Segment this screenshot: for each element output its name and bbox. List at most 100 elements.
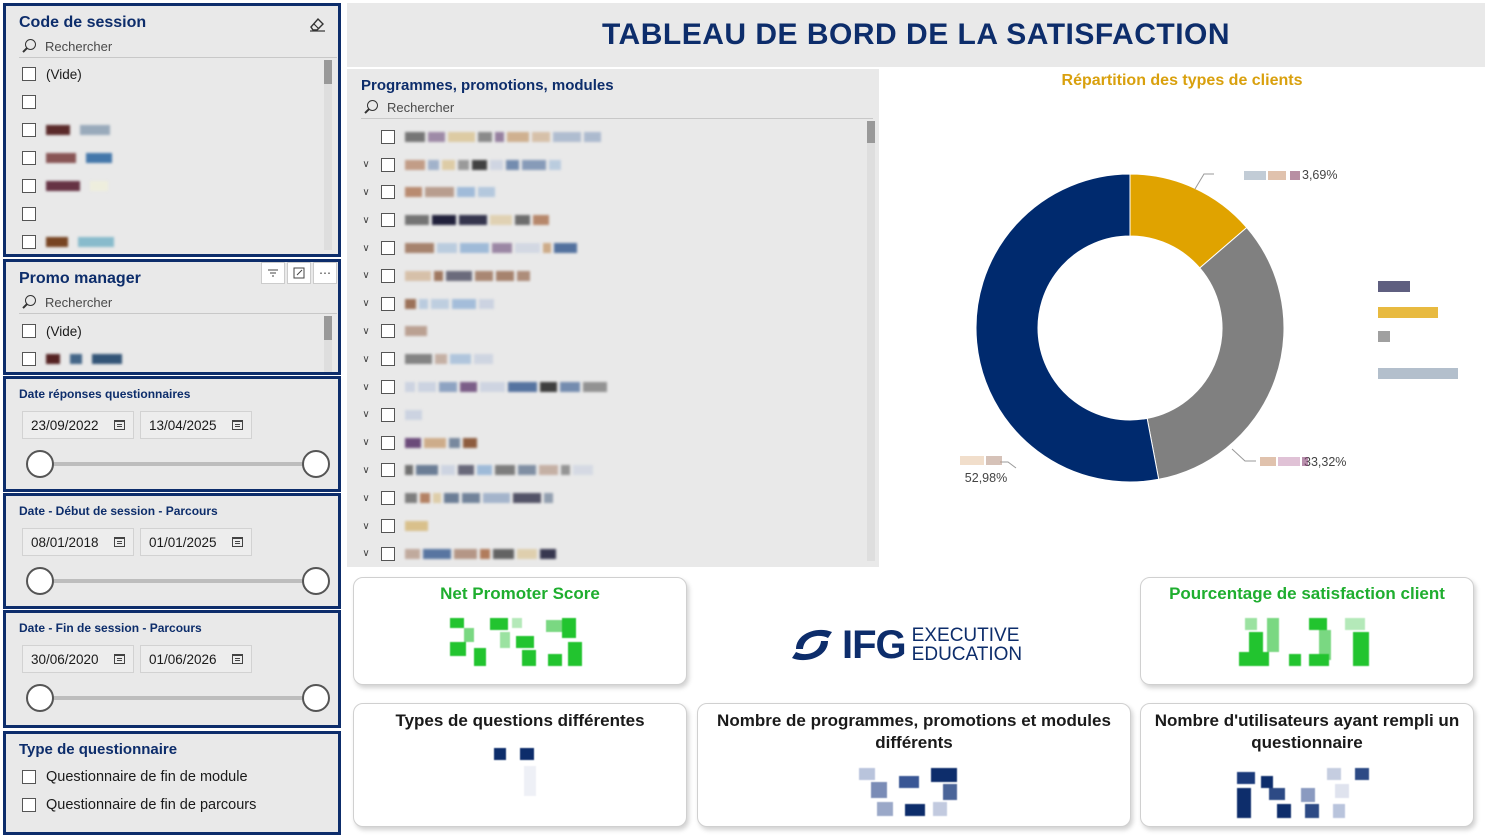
chevron-down-icon[interactable]: ∨ [362,298,370,310]
filter-icon[interactable] [261,262,285,284]
list-item[interactable]: ∨ [361,179,873,207]
list-item[interactable]: ∨ [361,429,873,457]
chevron-down-icon[interactable]: ∨ [362,520,370,532]
list-item[interactable]: ∨ [361,234,873,262]
focus-mode-icon[interactable] [287,262,311,284]
start-date-input[interactable]: 08/01/2018 [22,528,134,556]
list-item[interactable]: (Vide) [22,317,322,345]
chevron-down-icon[interactable]: ∨ [362,437,370,449]
checkbox[interactable] [381,157,395,172]
checkbox[interactable] [381,241,395,256]
checkbox[interactable] [22,770,36,784]
slider-handle-start[interactable] [26,684,54,712]
list-item[interactable] [22,88,322,116]
chevron-down-icon[interactable]: ∨ [362,464,370,476]
scrollbar[interactable] [324,316,332,372]
checkbox[interactable] [381,435,395,450]
calendar-icon[interactable] [232,420,243,430]
chevron-down-icon[interactable]: ∨ [362,381,370,393]
list-item[interactable]: ∨ [361,345,873,373]
list-item[interactable]: Questionnaire de fin de parcours [22,791,256,819]
checkbox[interactable] [381,296,395,311]
slider-handle-end[interactable] [302,450,330,478]
end-date-input[interactable]: 01/01/2025 [140,528,252,556]
calendar-icon[interactable] [114,654,125,664]
scrollbar[interactable] [867,121,875,561]
list-item[interactable] [22,228,322,256]
chevron-down-icon[interactable]: ∨ [362,242,370,254]
more-options-icon[interactable]: ⋯ [313,262,337,284]
list-item[interactable]: ∨ [361,512,873,540]
list-item[interactable]: ∨ [361,151,873,179]
checkbox[interactable] [381,407,395,422]
list-item[interactable]: Questionnaire de fin de module [22,763,256,791]
checkbox[interactable] [22,324,36,338]
donut-slice[interactable] [975,173,1160,483]
checkbox[interactable] [22,95,36,109]
checkbox[interactable] [381,185,395,200]
list-item[interactable] [361,123,873,151]
slider-track[interactable] [38,462,318,466]
calendar-icon[interactable] [114,420,125,430]
checkbox[interactable] [381,380,395,395]
chevron-down-icon[interactable]: ∨ [362,409,370,421]
checkbox[interactable] [381,129,395,144]
list-item[interactable]: ∨ [361,540,873,567]
list-item[interactable] [22,172,322,200]
slider-handle-end[interactable] [302,684,330,712]
session-search[interactable]: Rechercher [19,38,337,58]
promo-search[interactable]: Rechercher [19,294,337,314]
end-date-input[interactable]: 13/04/2025 [140,411,252,439]
start-date-input[interactable]: 23/09/2022 [22,411,134,439]
checkbox[interactable] [22,179,36,193]
list-item[interactable]: ∨ [361,206,873,234]
list-item[interactable]: ∨ [361,290,873,318]
list-item[interactable] [22,144,322,172]
chevron-down-icon[interactable]: ∨ [362,270,370,282]
checkbox[interactable] [22,352,36,366]
legend-item[interactable] [1378,368,1458,379]
checkbox[interactable] [22,151,36,165]
chevron-down-icon[interactable]: ∨ [362,353,370,365]
list-item[interactable] [22,345,322,373]
calendar-icon[interactable] [232,654,243,664]
slider-handle-start[interactable] [26,450,54,478]
list-item[interactable]: ∨ [361,262,873,290]
checkbox[interactable] [22,123,36,137]
chevron-down-icon[interactable]: ∨ [362,186,370,198]
programmes-search[interactable]: Rechercher [361,99,873,119]
checkbox[interactable] [381,352,395,367]
checkbox[interactable] [381,213,395,228]
list-item[interactable]: ∨ [361,401,873,429]
legend-item[interactable] [1378,307,1438,318]
checkbox[interactable] [22,798,36,812]
checkbox[interactable] [22,67,36,81]
legend-item[interactable] [1378,331,1390,342]
checkbox[interactable] [22,235,36,249]
slider-track[interactable] [38,696,318,700]
checkbox[interactable] [381,463,395,478]
list-item[interactable]: (Vide) [22,60,322,88]
donut-slice[interactable] [1146,226,1285,480]
slider-handle-end[interactable] [302,567,330,595]
list-item[interactable] [22,200,322,228]
chevron-down-icon[interactable]: ∨ [362,214,370,226]
list-item[interactable] [22,116,322,144]
chevron-down-icon[interactable]: ∨ [362,159,370,171]
calendar-icon[interactable] [232,537,243,547]
end-date-input[interactable]: 01/06/2026 [140,645,252,673]
start-date-input[interactable]: 30/06/2020 [22,645,134,673]
list-item[interactable]: ∨ [361,318,873,346]
chevron-down-icon[interactable]: ∨ [362,492,370,504]
scrollbar[interactable] [324,60,332,250]
eraser-icon[interactable] [308,16,326,32]
list-item[interactable]: ∨ [361,373,873,401]
chevron-down-icon[interactable]: ∨ [362,325,370,337]
checkbox[interactable] [381,268,395,283]
chevron-down-icon[interactable]: ∨ [362,548,370,560]
checkbox[interactable] [381,324,395,339]
checkbox[interactable] [22,207,36,221]
calendar-icon[interactable] [114,537,125,547]
slider-track[interactable] [38,579,318,583]
legend-item[interactable] [1378,281,1410,292]
